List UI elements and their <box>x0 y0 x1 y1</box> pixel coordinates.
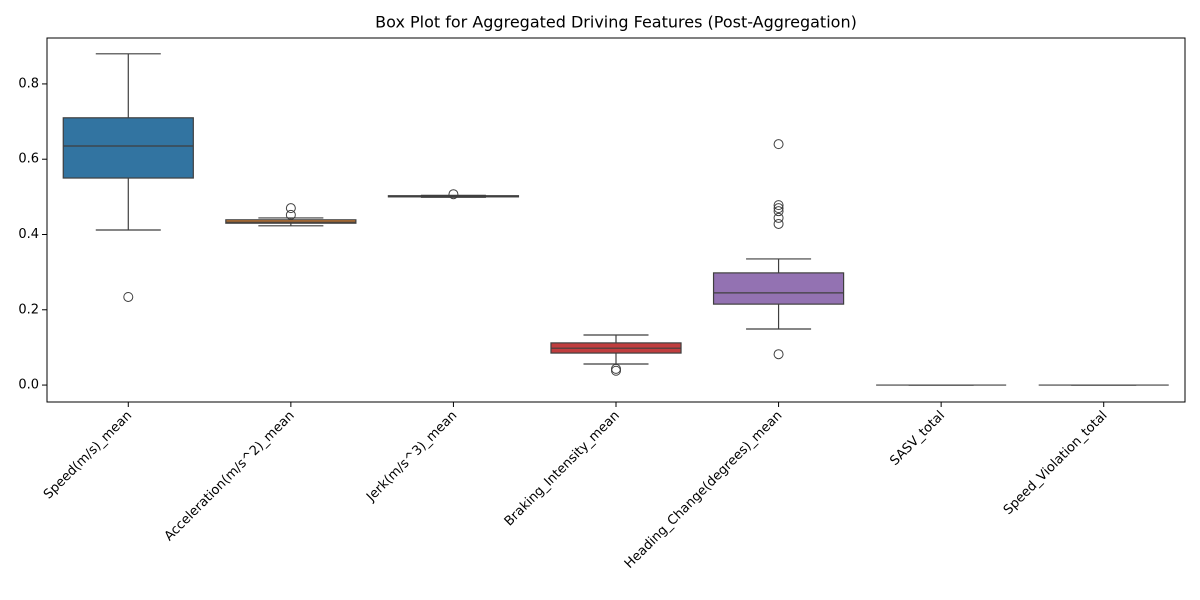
outlier <box>285 209 296 220</box>
outlier <box>611 365 621 376</box>
y-tick-label: 0.2 <box>18 302 39 317</box>
outlier <box>123 291 134 302</box>
outlier <box>773 206 784 217</box>
outlier <box>285 203 296 214</box>
outlier <box>773 203 784 214</box>
outlier <box>773 349 784 360</box>
outlier <box>773 200 784 211</box>
x-tick-label: Speed(m/s)_mean <box>41 408 135 502</box>
x-tick-label: Braking_Intensity_mean <box>502 408 623 529</box>
x-tick-label: Speed_Violation_total <box>1001 408 1111 518</box>
box <box>712 272 845 305</box>
y-tick-label: 0.8 <box>18 76 39 91</box>
y-tick-label: 0.6 <box>18 152 39 167</box>
chart-title: Box Plot for Aggregated Driving Features… <box>375 13 857 32</box>
x-tick-label: Jerk(m/s^3)_mean <box>363 408 460 505</box>
x-tick-label: SASV_total <box>887 408 948 469</box>
outlier <box>448 189 459 200</box>
outlier <box>773 218 784 229</box>
box <box>62 117 194 179</box>
y-tick-label: 0.4 <box>18 227 39 242</box>
y-tick-label: 0.0 <box>18 378 39 393</box>
outlier <box>773 139 784 150</box>
outlier <box>611 363 621 374</box>
x-tick-label: Acceleration(m/s^2)_mean <box>162 408 298 544</box>
outlier <box>773 212 784 223</box>
x-tick-label: Heading_Change(degrees)_mean <box>622 408 785 571</box>
